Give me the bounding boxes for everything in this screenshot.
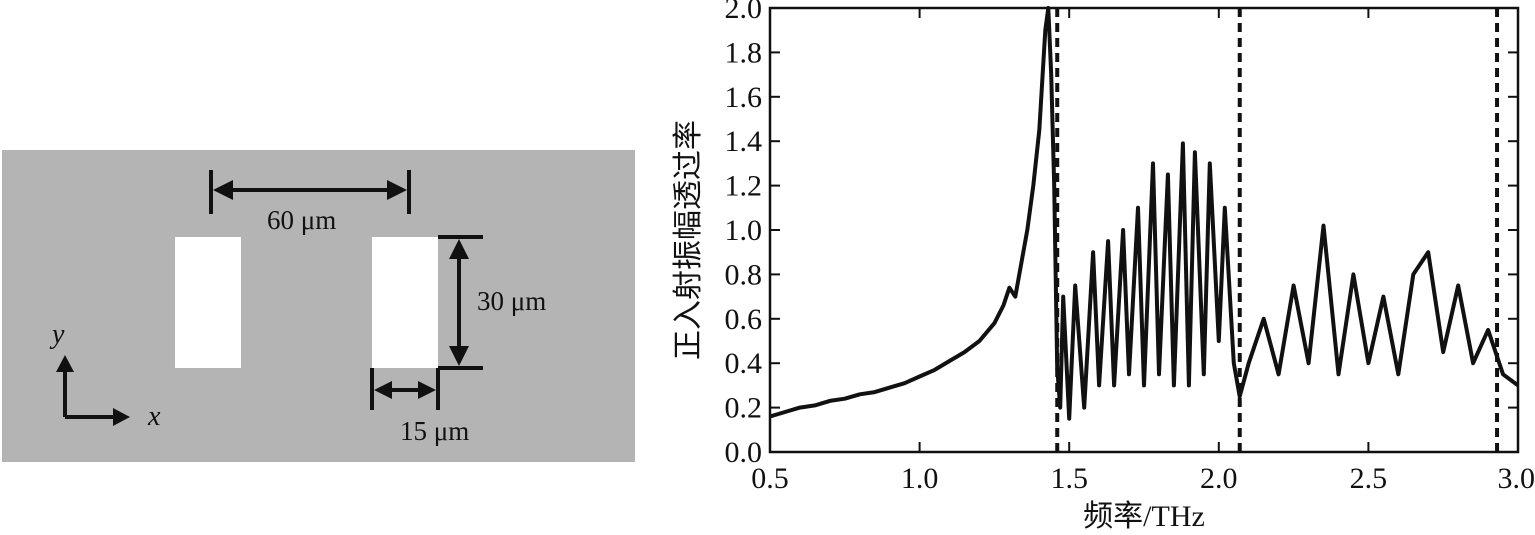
- y-tick-label: 1.8: [725, 36, 763, 69]
- y-tick-labels: 0.0 0.2 0.4 0.6 0.8 1.0 1.2 1.4 1.6 1.8 2.0: [725, 0, 763, 469]
- aperture-right: [372, 237, 438, 368]
- pitch-label: 60 μm: [267, 205, 336, 235]
- x-tick-label: 0.5: [751, 462, 789, 495]
- pitch-dimension: [209, 170, 411, 214]
- x-tick-labels: 0.5 1.0 1.5 2.0 2.5 3.0: [751, 462, 1535, 495]
- y-tick-label: 0.4: [725, 347, 763, 380]
- y-tick-label: 1.4: [725, 125, 763, 158]
- y-tick-label: 2.0: [725, 0, 763, 25]
- x-tick-label: 1.5: [1050, 462, 1088, 495]
- y-tick-label: 0.6: [725, 303, 763, 336]
- x-tick-label: 1.0: [901, 462, 939, 495]
- y-axis-label: y: [49, 319, 65, 350]
- metal-plate: [2, 150, 635, 462]
- width-dimension: [370, 368, 440, 410]
- x-axis-title: 频率/THz: [1083, 500, 1205, 533]
- y-tick-label: 1.0: [725, 214, 763, 247]
- coordinate-axes: [56, 355, 130, 426]
- series-line: [769, 6, 1520, 421]
- height-label: 30 μm: [477, 286, 546, 316]
- width-label: 15 μm: [400, 416, 469, 446]
- x-axis-label: x: [147, 401, 161, 432]
- x-tick-label: 3.0: [1498, 462, 1535, 495]
- height-dimension: [438, 235, 483, 370]
- schematic-panel: 60 μm 30 μm 15 μm y x: [2, 150, 635, 462]
- y-tick-label: 1.6: [725, 81, 763, 114]
- aperture-left: [175, 237, 241, 368]
- x-tick-label: 2.5: [1350, 462, 1388, 495]
- y-axis-title: 正入射振幅透过率: [672, 120, 705, 360]
- y-tick-label: 1.2: [725, 170, 763, 203]
- axis-ticks: [769, 7, 1519, 453]
- x-tick-label: 2.0: [1200, 462, 1238, 495]
- chart-panel: 0.5 1.0 1.5 2.0 2.5 3.0 0.0 0.2 0.4 0.6 0.8 1.0 1.2…: [672, 0, 1535, 533]
- y-tick-label: 0.0: [725, 436, 763, 469]
- y-tick-label: 0.8: [725, 258, 763, 291]
- y-tick-label: 0.2: [725, 392, 763, 425]
